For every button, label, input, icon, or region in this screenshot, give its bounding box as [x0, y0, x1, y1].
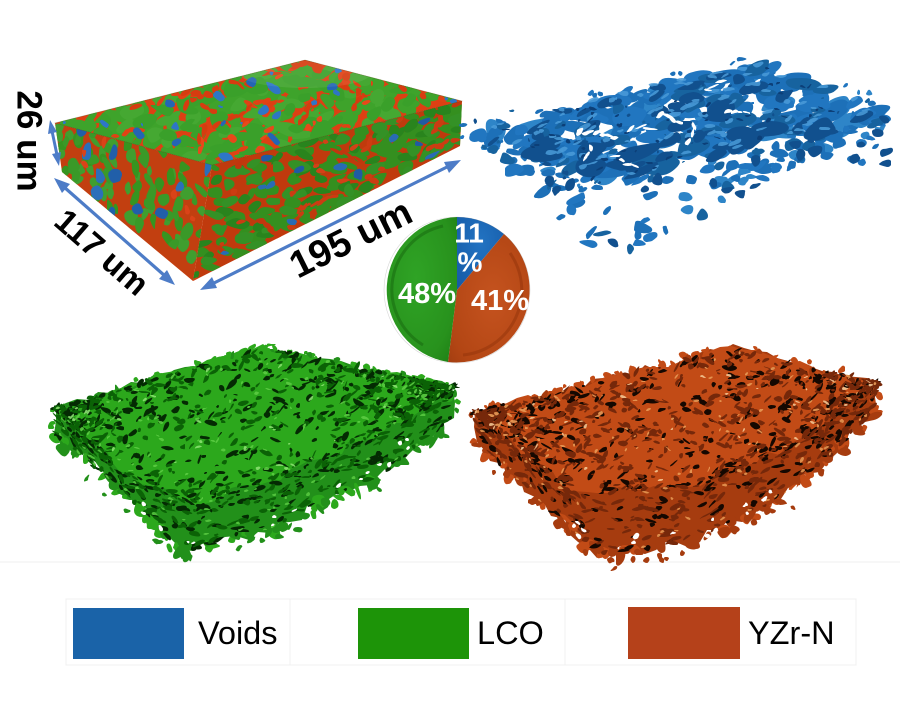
- svg-text:48%: 48%: [398, 278, 456, 310]
- svg-text:LCO: LCO: [477, 615, 544, 651]
- svg-text:11: 11: [454, 218, 484, 249]
- svg-text:Voids: Voids: [198, 615, 278, 651]
- svg-text:41%: 41%: [471, 285, 529, 317]
- svg-text:%: %: [458, 247, 483, 278]
- svg-text:YZr-N: YZr-N: [748, 615, 835, 651]
- svg-text:26 um: 26 um: [10, 90, 49, 191]
